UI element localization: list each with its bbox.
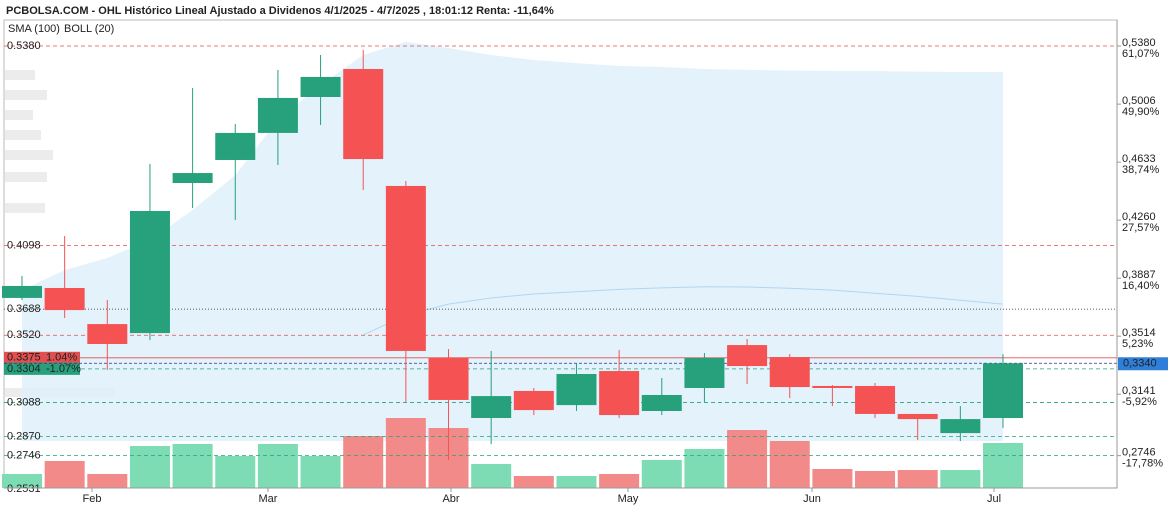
candle-body	[87, 324, 128, 344]
volume-bar	[727, 430, 768, 488]
candle-body	[769, 357, 810, 388]
candle-body	[44, 287, 85, 311]
candle-body	[727, 345, 768, 367]
candle-body	[172, 173, 213, 183]
volume-bar	[684, 449, 725, 488]
level-tag	[4, 362, 80, 375]
y-tick-pct: 38,74%	[1122, 164, 1160, 176]
candle-body	[513, 390, 554, 411]
y-tick-pct: 61,07%	[1122, 48, 1160, 60]
y-tick-label: 0,3141	[1122, 385, 1156, 397]
volume-bar	[343, 436, 384, 488]
candle-body	[257, 97, 298, 133]
candle-body	[471, 396, 512, 419]
y-tick-label: 0,3514	[1122, 327, 1156, 339]
candle-body	[940, 419, 981, 434]
x-tick-label: Jun	[803, 493, 821, 505]
volume-bar	[556, 476, 597, 488]
candle-body	[641, 394, 682, 412]
x-tick-label: Abr	[442, 493, 459, 505]
level-label: 0.3375	[7, 352, 41, 364]
chart-title: PCBOLSA.COM - OHL Histórico Lineal Ajust…	[6, 5, 554, 17]
legend-boll: BOLL (20)	[64, 23, 114, 35]
level-label: 0.3088	[7, 396, 41, 408]
candle-body	[684, 357, 725, 388]
volume-bar	[471, 464, 512, 488]
volume-bar	[855, 471, 896, 488]
candle-body	[556, 373, 597, 406]
volume-bar	[940, 470, 981, 488]
level-label: 0.3304	[7, 363, 41, 375]
volume-bar	[87, 474, 128, 488]
level-label: 0.3688	[7, 303, 41, 315]
volume-bar	[812, 469, 853, 488]
y-tick-label: 0,2746	[1122, 447, 1156, 459]
volume-bar	[257, 444, 298, 488]
candle-body	[812, 385, 853, 388]
volume-bar	[897, 470, 938, 488]
candle-body	[599, 371, 640, 416]
y-tick-pct: 49,90%	[1122, 106, 1160, 118]
legend-sma: SMA (100)	[8, 23, 60, 35]
y-tick-label: 0,3887	[1122, 269, 1156, 281]
y-tick-pct: 16,40%	[1122, 280, 1160, 292]
volume-bar	[385, 418, 426, 488]
volume-bar	[215, 456, 256, 488]
y-tick-label: 0,5006	[1122, 95, 1156, 107]
volume-bar	[599, 474, 640, 488]
x-tick-label: Mar	[259, 493, 278, 505]
candle-body	[2, 285, 42, 298]
volume-bar	[769, 441, 810, 488]
level-label: 0.2531	[7, 483, 41, 495]
sma-line	[363, 286, 1004, 336]
candle-body	[855, 385, 896, 414]
level-label: 0.5380	[7, 40, 41, 52]
volume-bar	[44, 461, 85, 488]
level-label: 0.2870	[7, 430, 41, 442]
volume-bar	[641, 460, 682, 488]
y-tick-pct: 27,57%	[1122, 222, 1160, 234]
level-tag	[4, 351, 80, 364]
candle-body	[215, 132, 256, 160]
candle-body	[300, 76, 341, 97]
x-tick-label: May	[618, 493, 639, 505]
volume-bar	[983, 443, 1023, 488]
volume-bar	[172, 444, 213, 488]
y-tick-label: 0,5380	[1122, 37, 1156, 49]
candle-body	[897, 413, 938, 420]
candle-body	[129, 210, 170, 334]
last-price-label: 0,3340	[1123, 358, 1157, 370]
level-label: 0.4098	[7, 239, 41, 251]
volume-bar	[300, 456, 341, 488]
candle-body	[343, 68, 384, 160]
candle-body	[385, 185, 426, 351]
volume-bar	[2, 474, 42, 488]
volume-bar	[129, 446, 170, 488]
bollinger-band	[22, 41, 1003, 442]
y-tick-label: 0,4633	[1122, 153, 1156, 165]
level-pct: -1.07%	[46, 363, 81, 375]
volume-bar	[513, 476, 554, 488]
y-tick-pct: -5,92%	[1122, 396, 1157, 408]
level-label: 0.2746	[7, 450, 41, 462]
y-tick-pct: 5,23%	[1122, 338, 1153, 350]
y-tick-pct: -17,78%	[1122, 458, 1163, 470]
level-pct: 1.04%	[46, 352, 77, 364]
level-label: 0.3520	[7, 329, 41, 341]
x-tick-label: Feb	[83, 493, 102, 505]
candle-body	[983, 363, 1023, 419]
y-tick-label: 0,4260	[1122, 211, 1156, 223]
x-tick-label: Jul	[987, 493, 1001, 505]
candle-body	[428, 357, 469, 400]
last-price-tag	[1118, 357, 1168, 371]
